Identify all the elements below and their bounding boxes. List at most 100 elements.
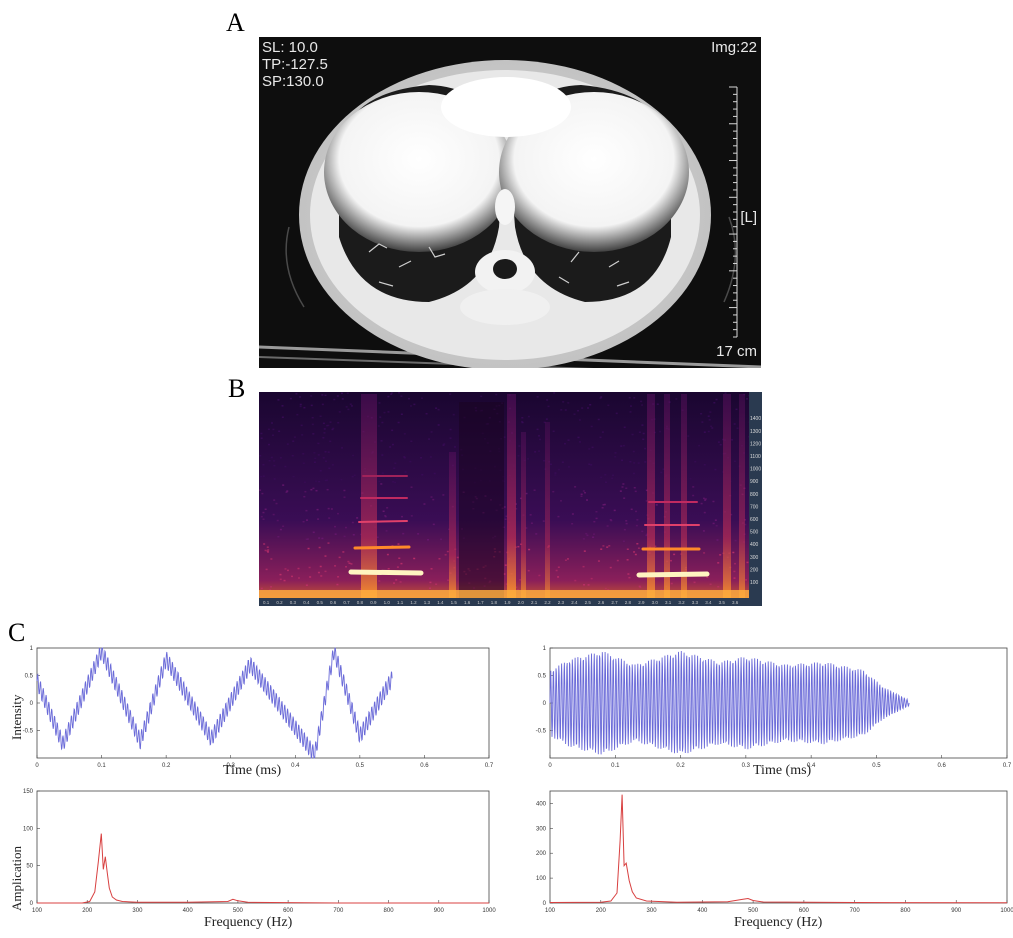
spectrogram-speckle <box>604 481 607 484</box>
spectrogram-speckle <box>356 517 359 519</box>
wave-left-x-tick-label: 0.1 <box>97 763 106 769</box>
wave-left-y-tick-label: 0.5 <box>25 674 34 680</box>
wave-left-x-tick-label: 0.4 <box>291 763 300 769</box>
spectrogram-speckle <box>341 398 344 400</box>
spectrogram-speckle <box>745 579 748 581</box>
spectrogram-speckle <box>717 441 720 443</box>
spectrogram-speckle <box>710 425 713 428</box>
spectrogram-streaks <box>361 394 745 599</box>
wave-right-xlabel: Time (ms) <box>753 763 812 778</box>
wave-right-x-tick-label: 0.6 <box>938 763 947 769</box>
spectrogram-speckle <box>387 568 390 570</box>
spectrogram-speckle <box>656 403 659 405</box>
spectrogram-speckle <box>322 437 325 439</box>
spectrogram-x-tick-label: 1.0 <box>384 600 391 605</box>
fft-right-x-tick-label: 700 <box>850 908 861 914</box>
spectrogram-speckle <box>296 413 299 416</box>
fft-right-y-tick-label: 400 <box>536 801 547 807</box>
spectrogram-speckle <box>628 396 631 399</box>
spectrogram-speckle <box>612 474 615 477</box>
spectrogram-speckle <box>276 519 279 522</box>
spectrogram-speckle <box>307 538 310 540</box>
spectrogram-speckle <box>622 540 625 543</box>
spectrogram-x-tick-label: 2.5 <box>585 600 592 605</box>
spectrogram-speckle <box>520 420 523 423</box>
spectrogram-speckle <box>326 479 329 481</box>
spectrogram-speckle <box>538 450 541 452</box>
ct-side-marker: [L] <box>740 209 757 226</box>
spectrogram-speckle <box>645 489 648 492</box>
spectrogram-x-tick-label: 0.4 <box>303 600 310 605</box>
spectrogram-y-tick-label: 300 <box>750 555 759 561</box>
spectrogram-speckle <box>692 486 695 488</box>
spectrogram-speckle <box>286 443 289 445</box>
spectrogram-speckle <box>267 428 270 431</box>
spectrogram-speckle <box>433 472 436 475</box>
spectrogram-speckle <box>597 560 600 562</box>
spectrogram-speckle <box>410 515 413 517</box>
spectrogram-speckle <box>442 444 445 446</box>
spectrogram-speckle <box>270 456 273 459</box>
fft-left-series-line <box>37 833 489 904</box>
spectrogram-y-tick-label: 800 <box>750 492 759 498</box>
spectrogram-speckle <box>284 465 287 468</box>
spectrogram-speckle <box>409 405 412 407</box>
spectrogram-speckle <box>347 560 350 563</box>
spectrogram-speckle <box>385 530 388 532</box>
wave-right-x-tick-label: 0.1 <box>611 763 620 769</box>
spectrogram-x-tick-label: 2.4 <box>571 600 578 605</box>
spectrogram-speckle <box>400 395 403 397</box>
spectrogram-speckle <box>687 435 690 437</box>
spectrogram-speckle <box>379 416 382 418</box>
spectrogram-speckle <box>376 536 379 538</box>
spectrogram-speckle <box>396 566 399 568</box>
spectrogram-speckle <box>273 499 276 501</box>
spectrogram-speckle <box>378 402 381 404</box>
spectrogram-speckle <box>327 542 330 544</box>
spectrogram-speckle <box>632 450 635 453</box>
fft-left-xlabel: Frequency (Hz) <box>204 915 293 930</box>
spectrogram-speckle <box>609 518 612 521</box>
spectrogram-speckle <box>345 406 348 408</box>
spectrogram-speckle <box>309 576 312 578</box>
spectrogram-speckle <box>634 553 637 556</box>
spectrogram-speckle <box>260 515 263 518</box>
spectrogram-speckle <box>616 559 619 562</box>
spectrogram-speckle <box>438 558 441 560</box>
wave-right-y-tick-label: 0 <box>543 701 547 707</box>
spectrogram-speckle <box>310 488 313 491</box>
spectrogram-speckle <box>264 549 267 552</box>
spectrogram-speckle <box>703 511 706 514</box>
spectrogram-speckle <box>381 472 384 474</box>
spectrogram-speckle <box>503 436 506 438</box>
spectrogram-speckle <box>281 416 284 418</box>
spectrogram-speckle <box>659 430 662 433</box>
fft-left-frame <box>36 790 490 904</box>
wave-left-plot: 0 0.1 0.2 0.3 0.4 0.5 0.6 0.7 1 0.5 0 -0.5 Intensit… <box>0 640 500 780</box>
spectrogram-speckle <box>336 512 339 515</box>
spectrogram-x-ticks: 0.1 0.2 0.3 0.4 0.5 0.6 0.7 0.8 0.9 1.0 1.1 1.2 1.3 1… <box>263 600 739 605</box>
spectrogram-speckle <box>592 533 595 535</box>
fft-left-x-tick-label: 100 <box>32 908 43 914</box>
ct-scale-label: 17 cm <box>716 343 757 360</box>
fft-right-x-tick-label: 1000 <box>1000 908 1013 914</box>
spectrogram-speckle <box>307 547 310 550</box>
spectrogram-speckle <box>602 545 605 547</box>
spectrogram-speckle <box>607 404 610 407</box>
spectrogram-speckle <box>505 515 508 517</box>
spectrogram-speckle <box>700 502 703 505</box>
spectrogram-speckle <box>420 456 423 459</box>
spectrogram-speckle <box>443 443 446 445</box>
spectrogram-speckle <box>428 587 431 589</box>
spectrogram-speckle <box>413 557 416 560</box>
spectrogram-speckle <box>735 408 738 411</box>
spectrogram-speckle <box>302 453 305 455</box>
spectrogram-speckle <box>560 409 563 411</box>
spectrogram-speckle <box>351 475 354 478</box>
spectrogram-speckle <box>580 495 583 497</box>
spectrogram-speckle <box>504 564 507 566</box>
spectrogram-speckle <box>318 546 321 549</box>
spectrogram-speckle <box>715 398 718 401</box>
spectrogram-speckle <box>638 431 641 434</box>
spectrogram-speckle <box>338 411 341 413</box>
